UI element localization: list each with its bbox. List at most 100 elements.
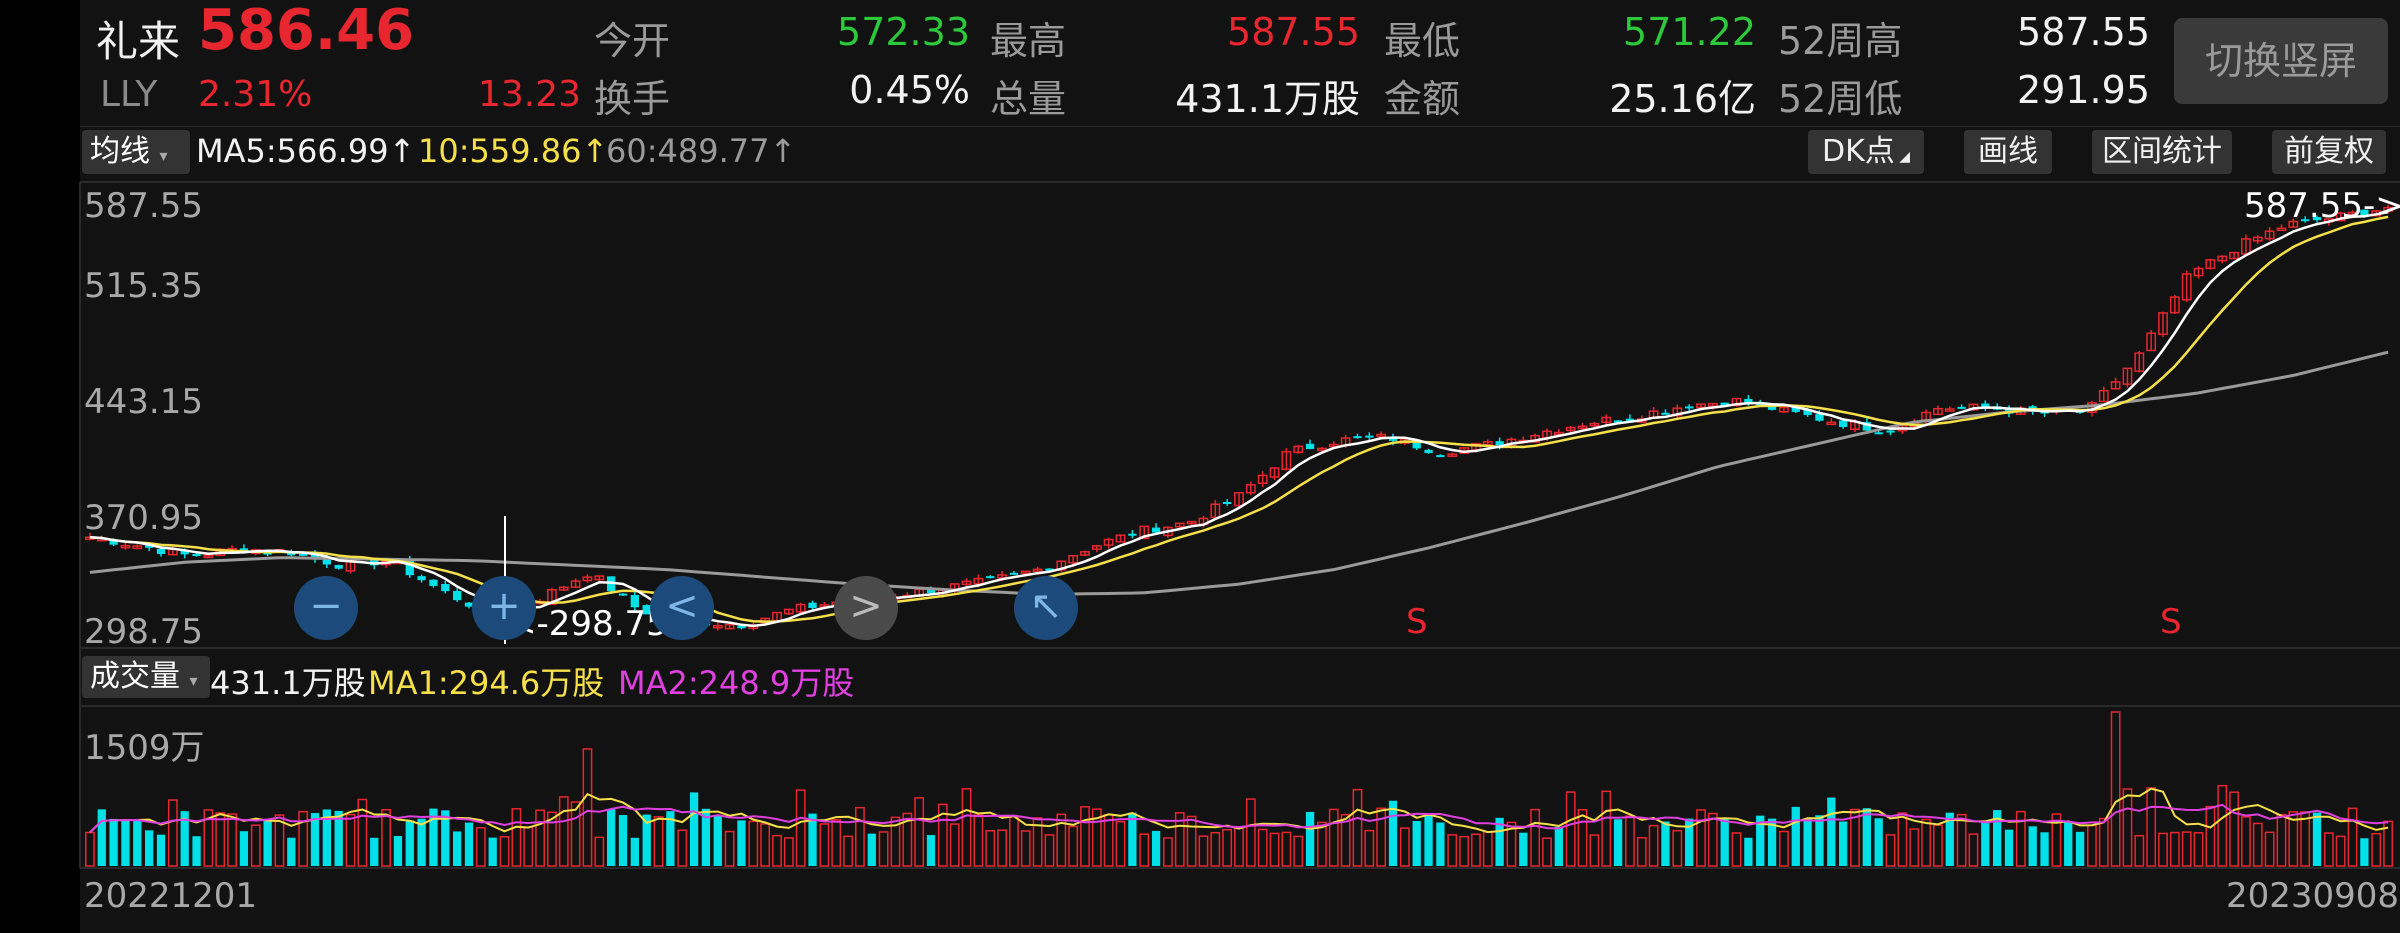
switch-portrait-button[interactable]: 切换竖屏 — [2174, 18, 2388, 104]
volume-bar — [1827, 797, 1836, 866]
volume-bar — [937, 803, 948, 867]
price-axis-label: 370.95 — [84, 498, 203, 538]
chevron-right-icon: > — [849, 583, 883, 629]
candle-body — [1482, 441, 1493, 446]
candle-body — [263, 552, 272, 555]
scroll-right-button[interactable]: > — [834, 576, 898, 640]
candle-body — [724, 624, 735, 630]
volume-bar — [1186, 815, 1197, 867]
volume-bar — [760, 823, 771, 867]
ma10-value: 10:559.86↑ — [418, 132, 609, 170]
candle-body — [1139, 525, 1150, 540]
volume-bar — [2040, 832, 2049, 866]
volume-bar — [677, 829, 688, 867]
volume-bar — [2205, 805, 2216, 867]
volume-bar — [1139, 833, 1150, 867]
volume-bar — [227, 813, 237, 867]
candle-body — [429, 579, 438, 586]
volume-bar — [1352, 788, 1363, 867]
candle-body — [1269, 467, 1280, 478]
zoom-out-button[interactable]: − — [294, 576, 358, 640]
candle-body — [2098, 389, 2109, 403]
candle-body — [783, 608, 794, 615]
volume-bar — [287, 837, 296, 866]
volume-bar — [855, 806, 865, 867]
scroll-left-button[interactable]: < — [650, 576, 714, 640]
volume-bar — [1436, 822, 1445, 866]
volume-bar — [156, 834, 166, 866]
ma-select[interactable]: 均线 ▾ — [82, 130, 190, 174]
volume-bar — [475, 827, 486, 867]
ma5-value: MA5:566.99↑ — [196, 132, 416, 170]
volume-bar — [1257, 828, 1268, 867]
volume-bar — [441, 810, 450, 866]
volume-bar — [1495, 817, 1504, 866]
candle-body — [1245, 484, 1256, 494]
candle-body — [2169, 296, 2180, 314]
volume-bar — [1565, 791, 1576, 867]
ma-select-label: 均线 — [90, 134, 150, 169]
volume-select[interactable]: 成交量 ▾ — [82, 656, 210, 698]
volume-bar — [1661, 821, 1670, 866]
candle-body — [1707, 402, 1718, 407]
candle-body — [1257, 474, 1268, 484]
volume-bar — [453, 831, 462, 866]
volume-bar — [1044, 834, 1055, 867]
dk-point-button[interactable]: DK点 ◢ — [1808, 130, 1924, 174]
volume-bar — [666, 811, 675, 866]
candle-body — [558, 586, 569, 591]
volume-bar — [1625, 815, 1635, 867]
draw-line-button[interactable]: 画线 — [1964, 130, 2052, 174]
candle-body — [547, 589, 557, 605]
candle-body — [1495, 441, 1504, 446]
candle-body — [570, 580, 581, 588]
candle-body — [1696, 403, 1706, 409]
corner-triangle-icon: ◢ — [1894, 149, 1910, 165]
volume-bar — [2004, 829, 2014, 866]
candle-body — [1115, 534, 1126, 543]
candle-body — [1589, 422, 1600, 427]
candle-body — [1625, 418, 1635, 421]
high-value: 587.55 — [1227, 10, 1360, 54]
candle-body — [203, 554, 214, 559]
candle-body — [712, 625, 723, 629]
forward-adjust-button[interactable]: 前复权 — [2272, 130, 2386, 174]
candle-body — [1886, 430, 1895, 433]
reset-view-button[interactable]: ↖ — [1014, 576, 1078, 640]
volume-value: 431.1万股 — [1175, 77, 1360, 121]
zoom-in-button[interactable]: + — [472, 576, 536, 640]
candle-body — [1365, 435, 1374, 438]
volume-bar — [1862, 808, 1871, 866]
volume-bar — [2288, 811, 2299, 867]
range-stats-button[interactable]: 区间统计 — [2092, 130, 2232, 174]
volume-label: 总量 — [990, 77, 1067, 121]
volume-bar — [2064, 822, 2073, 866]
volume-bar — [1803, 818, 1812, 866]
week52-high-value: 587.55 — [2017, 10, 2150, 54]
candle-body — [2347, 211, 2358, 216]
candle-body — [2146, 332, 2157, 352]
arrow-reset-icon: ↖ — [1029, 583, 1063, 629]
volume-bar — [795, 789, 806, 867]
volume-bar — [914, 797, 925, 867]
candle-body — [1436, 455, 1445, 458]
volume-bar — [1163, 837, 1173, 867]
volume-bar — [2122, 788, 2133, 867]
high-label: 最高 — [990, 19, 1067, 63]
candle-body — [1068, 554, 1079, 564]
volume-bar — [689, 792, 699, 866]
candle-body — [1744, 398, 1753, 404]
volume-bar — [1222, 828, 1233, 867]
price-axis-label: 443.15 — [84, 382, 203, 422]
volume-bar — [2158, 832, 2168, 867]
candle-body — [1874, 432, 1883, 435]
candle-body — [1957, 406, 1966, 409]
candle-body — [464, 602, 474, 607]
volume-bar — [1874, 818, 1883, 866]
volume-bar — [737, 820, 746, 866]
price-axis-label: 515.35 — [84, 266, 203, 306]
candle-body — [192, 553, 201, 557]
volume-ma1: MA1:294.6万股 — [368, 664, 605, 702]
candle-body — [405, 560, 414, 576]
